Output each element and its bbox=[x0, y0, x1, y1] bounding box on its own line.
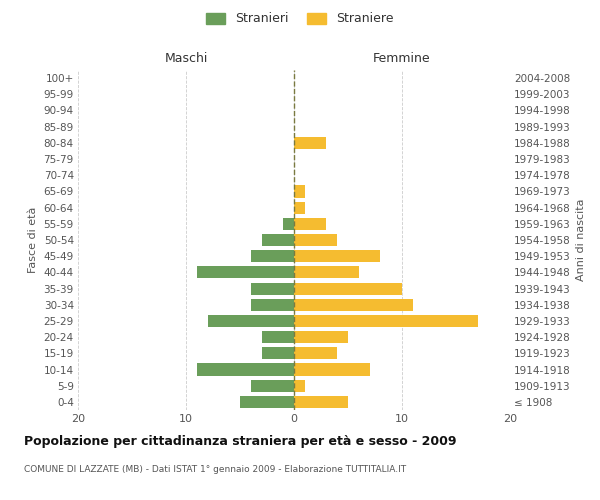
Bar bbox=[197, 266, 294, 278]
Text: Maschi: Maschi bbox=[164, 52, 208, 65]
Bar bbox=[294, 331, 348, 343]
Bar bbox=[294, 282, 402, 294]
Bar bbox=[294, 266, 359, 278]
Bar bbox=[283, 218, 294, 230]
Bar bbox=[294, 137, 326, 149]
Legend: Stranieri, Straniere: Stranieri, Straniere bbox=[200, 6, 400, 32]
Text: COMUNE DI LAZZATE (MB) - Dati ISTAT 1° gennaio 2009 - Elaborazione TUTTITALIA.IT: COMUNE DI LAZZATE (MB) - Dati ISTAT 1° g… bbox=[24, 465, 406, 474]
Bar bbox=[240, 396, 294, 408]
Bar bbox=[294, 298, 413, 311]
Bar bbox=[262, 348, 294, 360]
Bar bbox=[262, 331, 294, 343]
Bar bbox=[294, 234, 337, 246]
Bar bbox=[251, 250, 294, 262]
Bar bbox=[294, 250, 380, 262]
Bar bbox=[294, 396, 348, 408]
Bar bbox=[251, 282, 294, 294]
Y-axis label: Anni di nascita: Anni di nascita bbox=[577, 198, 586, 281]
Bar bbox=[294, 364, 370, 376]
Text: Femmine: Femmine bbox=[373, 52, 431, 65]
Text: Popolazione per cittadinanza straniera per età e sesso - 2009: Popolazione per cittadinanza straniera p… bbox=[24, 435, 457, 448]
Bar bbox=[294, 218, 326, 230]
Bar bbox=[197, 364, 294, 376]
Bar bbox=[294, 315, 478, 327]
Bar bbox=[208, 315, 294, 327]
Bar bbox=[251, 380, 294, 392]
Bar bbox=[294, 202, 305, 213]
Bar bbox=[262, 234, 294, 246]
Bar bbox=[294, 186, 305, 198]
Bar bbox=[294, 380, 305, 392]
Y-axis label: Fasce di età: Fasce di età bbox=[28, 207, 38, 273]
Bar bbox=[294, 348, 337, 360]
Bar bbox=[251, 298, 294, 311]
